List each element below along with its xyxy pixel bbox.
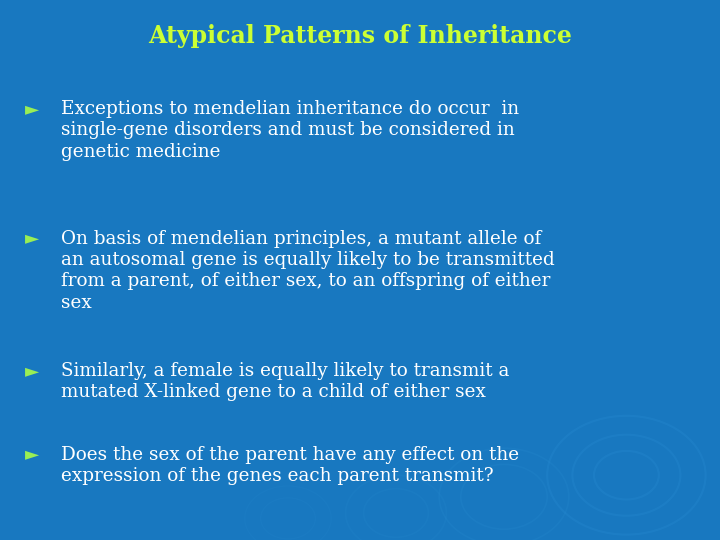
Text: Atypical Patterns of Inheritance: Atypical Patterns of Inheritance — [148, 24, 572, 48]
Text: ►: ► — [25, 362, 40, 380]
Text: ►: ► — [25, 100, 40, 118]
Text: Similarly, a female is equally likely to transmit a
mutated X-linked gene to a c: Similarly, a female is equally likely to… — [61, 362, 510, 401]
Text: Exceptions to mendelian inheritance do occur  in
single-gene disorders and must : Exceptions to mendelian inheritance do o… — [61, 100, 519, 161]
Text: On basis of mendelian principles, a mutant allele of
an autosomal gene is equall: On basis of mendelian principles, a muta… — [61, 230, 555, 312]
Text: ►: ► — [25, 230, 40, 247]
Text: ►: ► — [25, 446, 40, 463]
Text: Does the sex of the parent have any effect on the
expression of the genes each p: Does the sex of the parent have any effe… — [61, 446, 519, 485]
